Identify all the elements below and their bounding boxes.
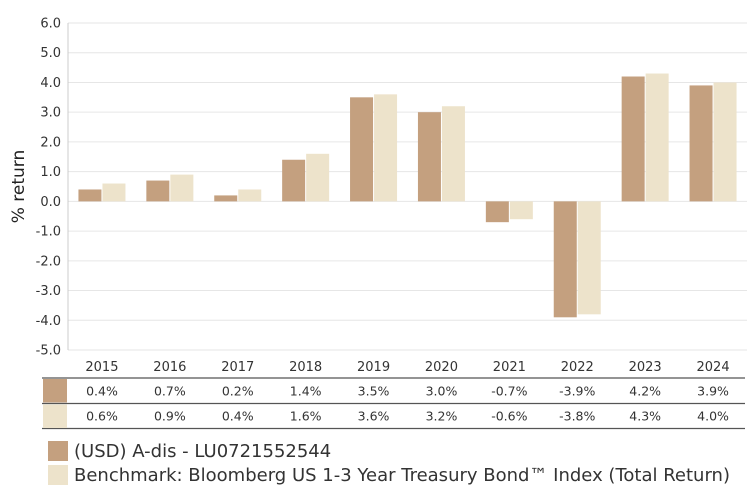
table-cell: 3.2% [426, 409, 458, 424]
bar-benchmark [509, 201, 533, 220]
bar-fund [553, 201, 577, 318]
legend-item-fund: (USD) A-dis - LU0721552544 [48, 439, 730, 463]
table-cell: 0.7% [154, 384, 186, 399]
legend-swatch-fund [48, 441, 68, 461]
bar-fund [417, 112, 441, 202]
x-tick-label: 2022 [561, 360, 594, 375]
y-axis-title: % return [9, 150, 29, 224]
table-cell: -0.7% [491, 384, 527, 399]
y-tick-label: 0.0 [40, 195, 61, 210]
table-cell: 3.6% [358, 409, 390, 424]
y-tick-label: -4.0 [36, 314, 61, 329]
x-tick-label: 2018 [289, 360, 322, 375]
table-cell: 0.4% [86, 384, 118, 399]
table-cell: 4.2% [629, 384, 661, 399]
y-tick-label: 3.0 [40, 106, 61, 121]
table-cell: 0.2% [222, 384, 254, 399]
bar-fund [689, 85, 713, 202]
bar-fund [350, 97, 374, 202]
bar-fund [78, 189, 102, 202]
y-tick-label: 6.0 [40, 17, 61, 32]
table-swatch-fund [43, 379, 67, 403]
x-tick-label: 2021 [493, 360, 526, 375]
bar-benchmark [170, 174, 194, 202]
bar-benchmark [306, 153, 330, 202]
y-tick-label: -1.0 [36, 225, 61, 240]
bar-benchmark [645, 73, 669, 202]
bar-benchmark [374, 94, 398, 202]
y-tick-label: -3.0 [36, 284, 61, 299]
x-tick-label: 2019 [357, 360, 390, 375]
bar-benchmark [102, 183, 126, 202]
table-cell: 1.4% [290, 384, 322, 399]
table-cell: 4.0% [697, 409, 729, 424]
chart-legend: (USD) A-dis - LU0721552544 Benchmark: Bl… [48, 439, 730, 487]
x-tick-label: 2020 [425, 360, 458, 375]
bar-benchmark [577, 201, 601, 315]
table-cell: 3.5% [358, 384, 390, 399]
bar-benchmark [713, 82, 737, 202]
table-cell: -3.8% [559, 409, 595, 424]
table-cell: 0.6% [86, 409, 118, 424]
y-tick-label: 1.0 [40, 165, 61, 180]
bar-fund [621, 76, 645, 202]
bar-fund [485, 201, 509, 223]
table-cell: -3.9% [559, 384, 595, 399]
bar-fund [214, 195, 238, 202]
x-tick-label: 2024 [697, 360, 730, 375]
x-tick-label: 2016 [153, 360, 186, 375]
table-cell: 0.9% [154, 409, 186, 424]
y-tick-label: 5.0 [40, 46, 61, 61]
table-cell: 4.3% [629, 409, 661, 424]
bar-benchmark [441, 106, 465, 202]
bar-fund [282, 159, 306, 202]
table-cell: -0.6% [491, 409, 527, 424]
y-tick-label: -2.0 [36, 254, 61, 269]
x-tick-label: 2023 [629, 360, 662, 375]
bar-benchmark [238, 189, 262, 202]
table-cell: 0.4% [222, 409, 254, 424]
legend-swatch-benchmark [48, 465, 68, 485]
legend-item-benchmark: Benchmark: Bloomberg US 1-3 Year Treasur… [48, 463, 730, 487]
legend-label-fund: (USD) A-dis - LU0721552544 [74, 440, 332, 462]
table-swatch-benchmark [43, 404, 67, 428]
x-tick-label: 2015 [85, 360, 118, 375]
x-tick-label: 2017 [221, 360, 254, 375]
legend-label-benchmark: Benchmark: Bloomberg US 1-3 Year Treasur… [74, 464, 730, 486]
table-cell: 3.9% [697, 384, 729, 399]
y-tick-label: 4.0 [40, 76, 61, 91]
bar-fund [146, 180, 170, 202]
y-tick-label: -5.0 [36, 344, 61, 359]
table-cell: 3.0% [426, 384, 458, 399]
table-cell: 1.6% [290, 409, 322, 424]
y-tick-label: 2.0 [40, 135, 61, 150]
